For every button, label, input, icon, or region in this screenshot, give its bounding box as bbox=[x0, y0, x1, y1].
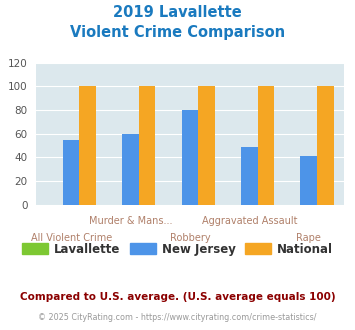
Bar bbox=[80, 86, 96, 205]
Text: Rape: Rape bbox=[296, 233, 321, 243]
Bar bbox=[198, 86, 215, 205]
Text: Robbery: Robbery bbox=[170, 233, 210, 243]
Bar bbox=[258, 86, 274, 205]
Text: 2019 Lavallette: 2019 Lavallette bbox=[113, 5, 242, 20]
Text: Violent Crime Comparison: Violent Crime Comparison bbox=[70, 25, 285, 40]
Bar bbox=[241, 147, 258, 205]
Bar bbox=[182, 110, 198, 205]
Bar bbox=[63, 140, 80, 205]
Bar bbox=[317, 86, 334, 205]
Text: Compared to U.S. average. (U.S. average equals 100): Compared to U.S. average. (U.S. average … bbox=[20, 292, 335, 302]
Text: Murder & Mans...: Murder & Mans... bbox=[89, 216, 172, 226]
Text: © 2025 CityRating.com - https://www.cityrating.com/crime-statistics/: © 2025 CityRating.com - https://www.city… bbox=[38, 313, 317, 322]
Bar bbox=[122, 134, 139, 205]
Legend: Lavallette, New Jersey, National: Lavallette, New Jersey, National bbox=[17, 238, 338, 260]
Text: All Violent Crime: All Violent Crime bbox=[31, 233, 112, 243]
Bar bbox=[300, 156, 317, 205]
Text: Aggravated Assault: Aggravated Assault bbox=[202, 216, 297, 226]
Bar bbox=[139, 86, 155, 205]
